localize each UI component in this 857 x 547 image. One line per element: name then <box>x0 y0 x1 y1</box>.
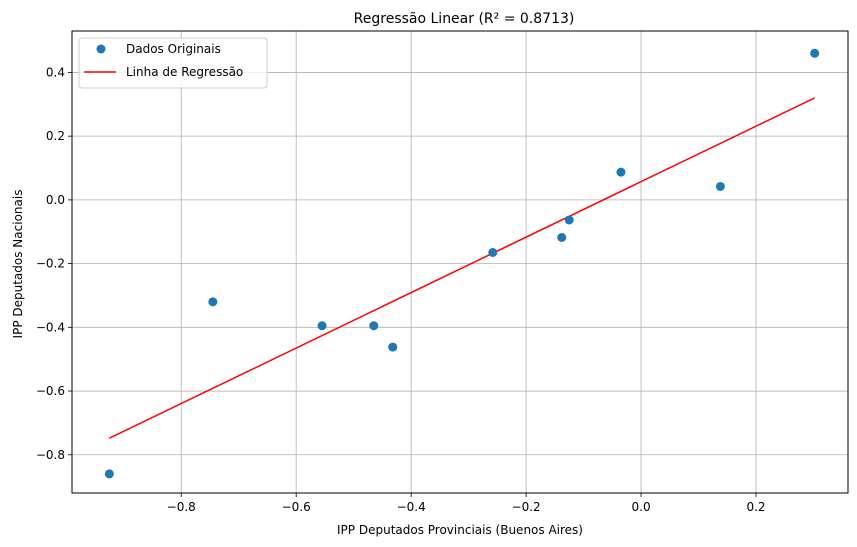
legend: Dados Originais Linha de Regressão <box>78 37 268 89</box>
data-point <box>810 48 820 58</box>
data-point <box>208 297 218 307</box>
grid-lines <box>72 31 848 493</box>
x-axis-label: IPP Deputados Provinciais (Buenos Aires) <box>337 523 583 537</box>
data-point <box>317 321 327 331</box>
legend-marker-dados-originais <box>96 44 106 54</box>
y-tick-label: −0.4 <box>36 320 65 334</box>
y-tick-label: 0.4 <box>46 65 65 79</box>
y-tick-label: 0.0 <box>46 193 65 207</box>
y-tick-label: −0.6 <box>36 384 65 398</box>
plot-frame <box>71 30 849 494</box>
regression-line <box>109 97 815 439</box>
x-tick-label: −0.6 <box>282 500 311 514</box>
y-tick-label: −0.2 <box>36 257 65 271</box>
data-point <box>388 342 398 352</box>
x-tick-label: −0.4 <box>397 500 426 514</box>
x-tick-label: −0.8 <box>167 500 196 514</box>
data-marks <box>104 48 820 479</box>
data-point <box>715 181 725 191</box>
data-point <box>104 469 114 479</box>
data-point <box>488 247 498 257</box>
x-tick-label: −0.2 <box>512 500 541 514</box>
axis-ticks: −0.8 −0.6 −0.4 −0.2 0.0 0.2 −0.8 −0.6 −0.4 −0.2 0.… <box>36 65 766 514</box>
legend-label-linha-de-regressao: Linha de Regressão <box>126 65 243 79</box>
data-point <box>616 167 626 177</box>
legend-box <box>78 37 268 89</box>
x-tick-label: 0.2 <box>746 500 765 514</box>
data-point <box>557 232 567 242</box>
x-tick-label: 0.0 <box>632 500 651 514</box>
y-tick-label: −0.8 <box>36 448 65 462</box>
y-axis-label: IPP Deputados Nacionais <box>11 190 25 339</box>
chart-title: Regressão Linear (R² = 0.8713) <box>354 11 575 27</box>
legend-label-dados-originais: Dados Originais <box>126 42 221 56</box>
data-point <box>564 215 574 225</box>
data-point <box>369 321 379 331</box>
y-tick-label: 0.2 <box>46 129 65 143</box>
